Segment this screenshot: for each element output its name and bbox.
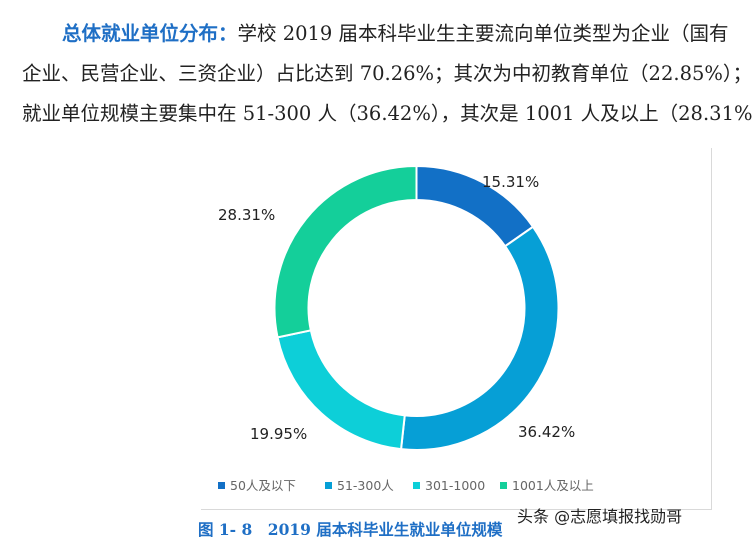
- data-label: 15.31%: [482, 173, 539, 191]
- watermark: 头条 @志愿填报找勋哥: [517, 507, 683, 526]
- figure-caption: 图 1- 8 2019 届本科毕业生就业单位规模: [198, 520, 503, 539]
- data-label: 36.42%: [518, 423, 575, 441]
- donut-slice: [273, 164, 418, 339]
- legend-label: 50人及以下: [230, 478, 296, 493]
- legend-swatch: [218, 482, 225, 489]
- paragraph-heading: 总体就业单位分布：: [62, 22, 238, 45]
- legend-swatch: [413, 482, 420, 489]
- paragraph-line3: 就业单位规模主要集中在 51-300 人（36.42%），其次是 1001 人及…: [22, 102, 753, 125]
- legend-label: 1001人及以上: [512, 478, 594, 493]
- paragraph-line2: 企业、民营企业、三资企业）占比达到 70.26%；其次为中初教育单位（22.85…: [22, 62, 753, 85]
- data-label: 19.95%: [250, 425, 307, 443]
- intro-paragraph: 总体就业单位分布：学校 2019 届本科毕业生主要流向单位类型为企业（国有 企业…: [22, 14, 753, 134]
- legend-label: 301-1000: [425, 478, 485, 493]
- legend-swatch: [500, 482, 507, 489]
- legend-swatch: [325, 482, 332, 489]
- data-label: 28.31%: [218, 206, 275, 224]
- donut-slice: [399, 225, 560, 451]
- paragraph-line1: 学校 2019 届本科毕业生主要流向单位类型为企业（国有: [237, 22, 729, 45]
- chart-frame: [201, 148, 712, 510]
- legend-label: 51-300人: [337, 478, 394, 493]
